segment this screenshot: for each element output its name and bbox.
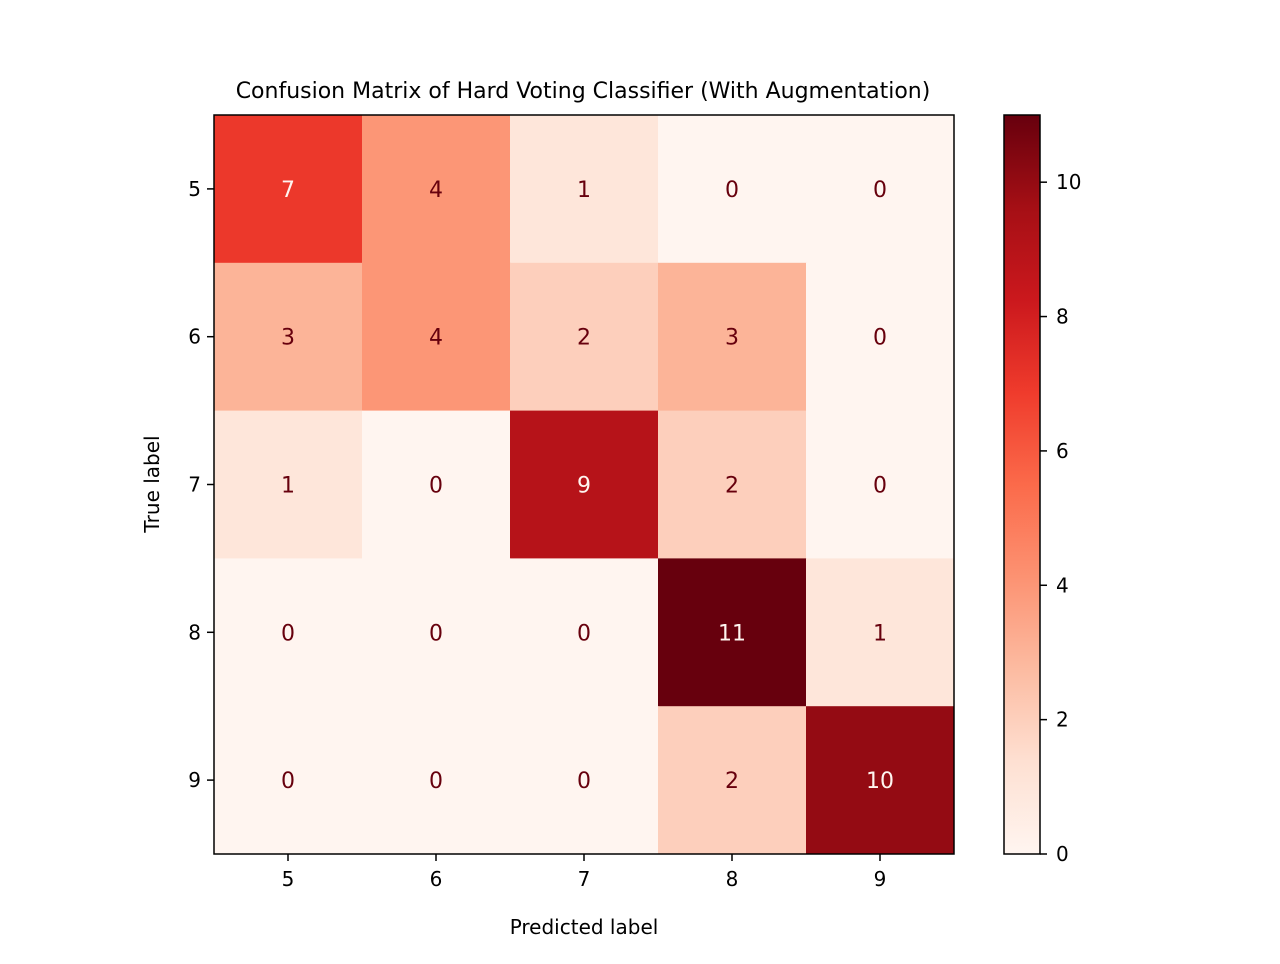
matrix-cell-r4-c3	[658, 706, 807, 855]
cell-value-r1-c0: 3	[281, 326, 295, 351]
y-axis-label: True label	[140, 435, 164, 533]
cell-value-r0-c0: 7	[281, 178, 295, 203]
matrix-cell-r3-c1	[362, 558, 511, 707]
cell-value-r1-c4: 0	[873, 326, 887, 351]
colorbar-tick-label-8: 8	[1056, 305, 1069, 329]
matrix-cell-r0-c0	[214, 115, 363, 264]
matrix-cell-r1-c1	[362, 262, 511, 412]
y-tick-label-6: 6	[188, 325, 201, 349]
matrix-cell-r4-c2	[510, 706, 659, 855]
matrix-cell-labels: 7 4 1 0 03 4 2 3 01 0 9 2 00 0 0 11 10 0 0 2 10	[281, 178, 894, 794]
chart-title: Confusion Matrix of Hard Voting Classifi…	[236, 79, 931, 104]
matrix-cell-r0-c4	[806, 115, 955, 264]
cell-value-r4-c3: 2	[725, 769, 739, 794]
matrix-cell-r0-c3	[658, 115, 807, 264]
matrix-cell-r1-c2	[510, 262, 659, 412]
cell-value-r2-c1: 0	[429, 474, 443, 499]
cell-value-r1-c1: 4	[429, 326, 443, 351]
colorbar-tick-label-10: 10	[1056, 170, 1081, 194]
x-tick-label-5: 5	[282, 867, 295, 891]
cell-value-r2-c2: 9	[577, 474, 591, 499]
x-axis-label: Predicted label	[510, 915, 659, 939]
cell-value-r2-c3: 2	[725, 474, 739, 499]
matrix-cell-r3-c4	[806, 558, 955, 707]
y-tick-label-8: 8	[188, 620, 201, 644]
cell-value-r1-c2: 2	[577, 326, 591, 351]
cell-value-r0-c1: 4	[429, 178, 443, 203]
cell-value-r4-c2: 0	[577, 769, 591, 794]
matrix-cell-r2-c2	[510, 410, 659, 559]
cell-value-r1-c3: 3	[725, 326, 739, 351]
cell-value-r3-c1: 0	[429, 621, 443, 646]
matrix-cell-r2-c1	[362, 410, 511, 559]
cell-value-r0-c2: 1	[577, 178, 591, 203]
cell-value-r0-c3: 0	[725, 178, 739, 203]
matrix-cell-r0-c2	[510, 115, 659, 264]
matrix-cell-r2-c3	[658, 410, 807, 559]
cell-value-r3-c0: 0	[281, 621, 295, 646]
matrix-cells	[214, 115, 955, 855]
matrix-cell-r2-c4	[806, 410, 955, 559]
cell-value-r2-c0: 1	[281, 474, 295, 499]
cell-value-r4-c1: 0	[429, 769, 443, 794]
cell-value-r4-c0: 0	[281, 769, 295, 794]
matrix-cell-r1-c0	[214, 262, 363, 412]
cell-value-r2-c4: 0	[873, 474, 887, 499]
x-tick-label-6: 6	[430, 867, 443, 891]
colorbar-tick-label-0: 0	[1056, 842, 1069, 866]
colorbar-tick-label-2: 2	[1056, 708, 1069, 732]
matrix-cell-r0-c1	[362, 115, 511, 264]
cell-value-r3-c2: 0	[577, 621, 591, 646]
matrix-cell-r3-c2	[510, 558, 659, 707]
colorbar	[1003, 114, 1041, 855]
matrix-cell-r1-c3	[658, 262, 807, 412]
cell-value-r0-c4: 0	[873, 178, 887, 203]
matrix-cell-r2-c0	[214, 410, 363, 559]
colorbar-tick-label-4: 4	[1056, 573, 1069, 597]
x-axis-ticks: 5 6 7 8 9	[282, 854, 887, 891]
matrix-cell-r4-c0	[214, 706, 363, 855]
x-tick-label-9: 9	[874, 867, 887, 891]
cell-value-r3-c4: 1	[873, 621, 887, 646]
matrix-cell-r4-c4	[806, 706, 955, 855]
matrix-cell-r3-c0	[214, 558, 363, 707]
cell-value-r4-c4: 10	[866, 769, 894, 794]
matrix-cell-r1-c4	[806, 262, 955, 412]
matrix-cell-r3-c3	[658, 558, 807, 707]
colorbar-ticks: 0 2 4 6 8 10	[1040, 170, 1081, 866]
y-tick-label-9: 9	[188, 768, 201, 792]
y-tick-label-7: 7	[188, 473, 201, 497]
colorbar-tick-label-6: 6	[1056, 439, 1069, 463]
x-tick-label-7: 7	[578, 867, 591, 891]
y-tick-label-5: 5	[188, 177, 201, 201]
cell-value-r3-c3: 11	[718, 621, 746, 646]
matrix-cell-r4-c1	[362, 706, 511, 855]
x-tick-label-8: 8	[726, 867, 739, 891]
y-axis-ticks: 5 6 7 8 9	[188, 177, 214, 792]
